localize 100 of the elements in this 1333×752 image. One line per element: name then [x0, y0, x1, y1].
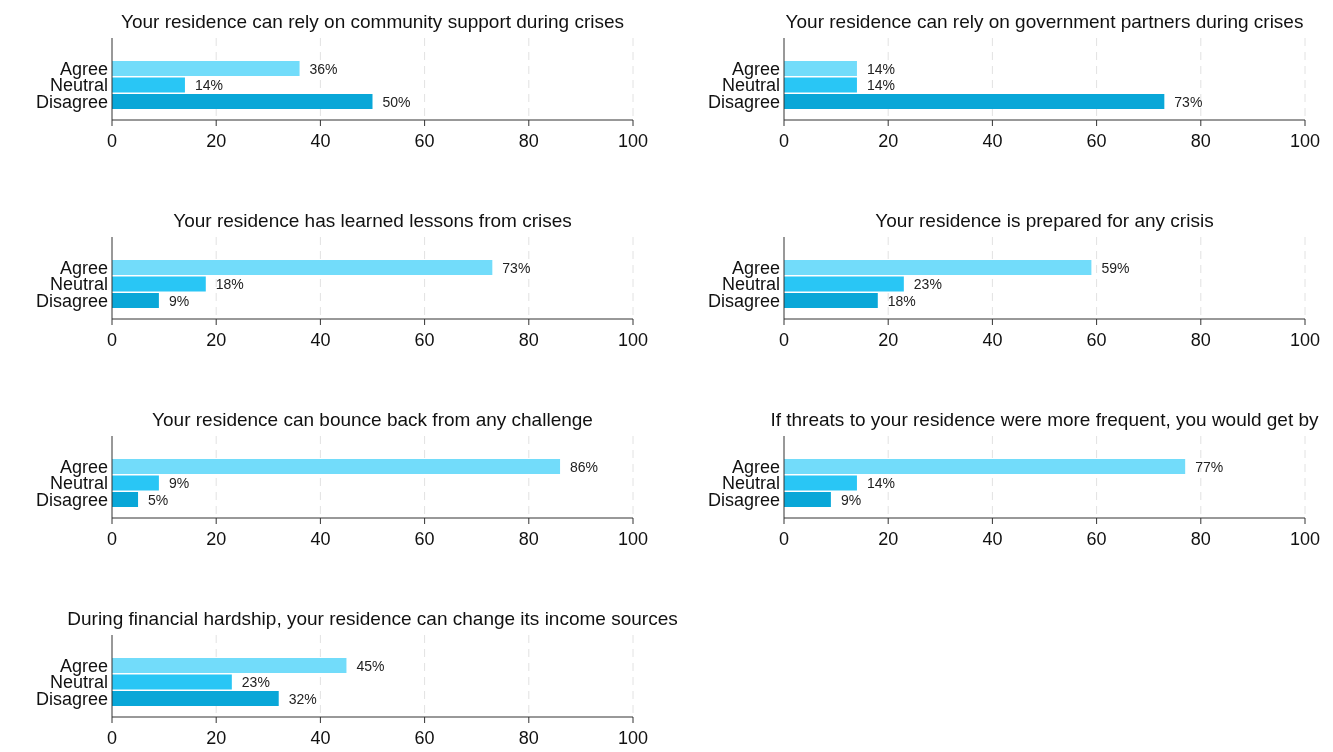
bar [112, 691, 279, 706]
y-tick-label: Disagree [35, 688, 108, 709]
y-tick-label: Disagree [707, 290, 780, 311]
bar [784, 492, 831, 507]
bar [112, 293, 159, 308]
x-tick-label: 80 [1190, 529, 1211, 549]
y-tick-label: Disagree [35, 91, 108, 112]
y-tick-label: Disagree [35, 489, 108, 510]
y-tick-label: Agree [731, 456, 780, 477]
bar [112, 492, 139, 507]
x-tick-label: 100 [617, 728, 649, 748]
x-tick-label: 100 [1289, 131, 1321, 151]
x-tick-label: 0 [778, 529, 790, 549]
data-label: 18% [215, 276, 244, 292]
x-tick-label: 20 [878, 330, 899, 350]
x-tick-label: 20 [206, 131, 227, 151]
x-tick-label: 60 [1086, 131, 1107, 151]
y-tick-label: Agree [731, 58, 780, 79]
data-label: 36% [309, 60, 338, 77]
data-label: 23% [241, 674, 270, 690]
x-tick-label: 40 [982, 330, 1003, 350]
y-tick-label: Agree [59, 655, 108, 676]
y-tick-label: Disagree [707, 91, 780, 112]
x-tick-label: 20 [206, 529, 227, 549]
x-tick-label: 60 [1086, 529, 1107, 549]
data-label: 45% [356, 657, 385, 674]
x-tick-label: 60 [414, 529, 435, 549]
data-label: 59% [1101, 259, 1130, 276]
bar [112, 459, 561, 474]
chart-title: Your residence can bounce back from any challenge [152, 409, 593, 430]
x-tick-label: 100 [617, 529, 649, 549]
bar [784, 293, 878, 308]
x-tick-label: 80 [1190, 131, 1211, 151]
x-tick-label: 0 [106, 728, 118, 748]
y-tick-label: Agree [59, 257, 108, 278]
x-tick-label: 80 [518, 330, 539, 350]
x-tick-label: 40 [310, 728, 331, 748]
x-tick-label: 20 [878, 529, 899, 549]
data-label: 73% [502, 259, 531, 276]
x-tick-label: 100 [1289, 529, 1321, 549]
data-label: 32% [288, 690, 317, 707]
data-label: 23% [913, 276, 942, 292]
bar [784, 260, 1092, 275]
x-tick-label: 40 [982, 529, 1003, 549]
chart-title: Your residence can rely on government partners during crises [785, 11, 1304, 32]
chart-title: Your residence has learned lessons from crises [173, 210, 572, 231]
y-tick-label: Agree [59, 456, 108, 477]
x-tick-label: 0 [106, 529, 118, 549]
bar [112, 77, 185, 93]
bar [112, 658, 347, 673]
chart-title: Your residence is prepared for any crisis [875, 210, 1214, 231]
x-tick-label: 40 [310, 529, 331, 549]
x-tick-label: 20 [878, 131, 899, 151]
chart-title: Your residence can rely on community support during crises [120, 11, 625, 32]
x-tick-label: 60 [414, 131, 435, 151]
bar [784, 475, 857, 491]
y-tick-label: Agree [59, 58, 108, 79]
chart-title: If threats to your residence were more frequent, you would get by [770, 409, 1320, 430]
x-tick-label: 100 [617, 131, 649, 151]
x-tick-label: 0 [106, 330, 118, 350]
x-tick-label: 40 [310, 330, 331, 350]
bar [112, 61, 300, 76]
x-tick-label: 80 [1190, 330, 1211, 350]
data-label: 77% [1195, 458, 1224, 475]
x-tick-label: 0 [778, 131, 790, 151]
x-tick-label: 80 [518, 131, 539, 151]
x-tick-label: 60 [1086, 330, 1107, 350]
x-tick-label: 20 [206, 728, 227, 748]
data-label: 73% [1174, 93, 1203, 110]
x-tick-label: 40 [310, 131, 331, 151]
bar [112, 94, 373, 109]
data-label: 5% [148, 491, 169, 508]
chart-title: During financial hardship, your residence can change its income sources [67, 608, 678, 629]
data-label: 86% [570, 458, 599, 475]
bar [784, 276, 904, 292]
x-tick-label: 80 [518, 728, 539, 748]
y-tick-label: Disagree [35, 290, 108, 311]
bar [112, 475, 159, 491]
x-tick-label: 60 [414, 330, 435, 350]
x-tick-label: 40 [982, 131, 1003, 151]
bar [784, 459, 1186, 474]
data-label: 9% [840, 491, 862, 508]
data-label: 14% [194, 77, 223, 93]
x-tick-label: 100 [617, 330, 649, 350]
bar [112, 674, 232, 690]
data-label: 14% [866, 475, 895, 491]
bar [112, 260, 493, 275]
data-label: 9% [168, 475, 190, 491]
bar [112, 276, 206, 292]
data-label: 18% [887, 292, 916, 309]
data-label: 9% [168, 292, 190, 309]
x-tick-label: 80 [518, 529, 539, 549]
y-tick-label: Agree [731, 257, 780, 278]
data-label: 50% [382, 93, 411, 110]
data-label: 14% [866, 77, 895, 93]
x-tick-label: 0 [778, 330, 790, 350]
y-tick-label: Disagree [707, 489, 780, 510]
x-tick-label: 20 [206, 330, 227, 350]
data-label: 14% [866, 60, 895, 77]
x-tick-label: 0 [106, 131, 118, 151]
